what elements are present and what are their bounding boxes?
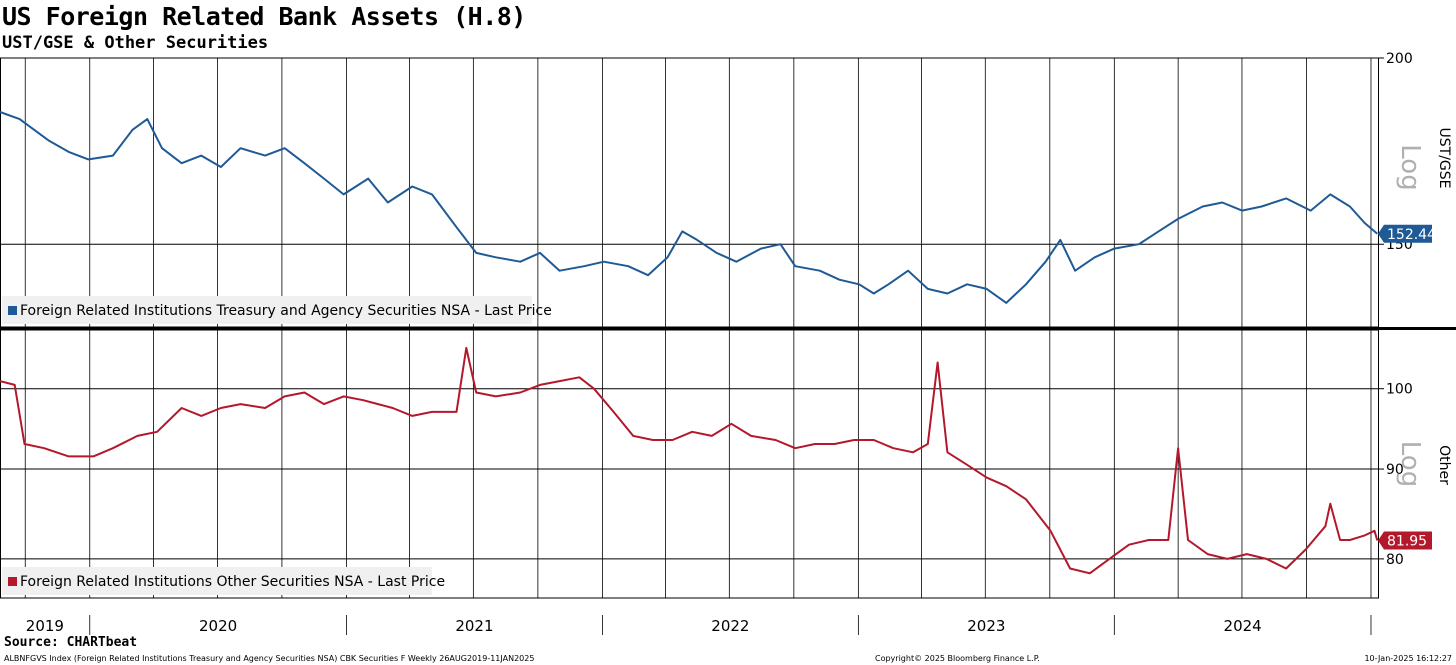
log-scale-label: Log	[1395, 144, 1425, 190]
legend-box	[2, 296, 532, 324]
plot-frame	[0, 329, 1379, 599]
footer-timestamp: 10-Jan-2025 16:12:27	[1364, 654, 1452, 663]
last-value-box	[1378, 224, 1432, 243]
x-tick-label: 2019	[26, 617, 64, 635]
x-tick-label: 2024	[1224, 617, 1262, 635]
chart-subtitle: UST/GSE & Other Securities	[2, 33, 269, 53]
last-value-box	[1378, 531, 1432, 550]
y-tick-label: 200	[1386, 51, 1413, 67]
x-tick-label: 2021	[455, 617, 493, 635]
x-tick-label: 2020	[199, 617, 237, 635]
last-value-badge: 152.44	[1378, 224, 1436, 243]
footer-copyright: Copyright© 2025 Bloomberg Finance L.P.	[875, 654, 1040, 663]
y-tick-label: 80	[1386, 552, 1404, 568]
chart-title: US Foreign Related Bank Assets (H.8)	[2, 2, 526, 31]
legend-box	[2, 567, 432, 595]
legend-label: Foreign Related Institutions Treasury an…	[20, 303, 552, 319]
x-axis: 2019 2020 2021 2022 2023 2024	[0, 597, 1378, 635]
x-tick-label: 2023	[967, 617, 1005, 635]
last-value-text: 81.95	[1387, 534, 1427, 550]
x-tick-label: 2022	[711, 617, 749, 635]
source-label: Source: CHARTbeat	[4, 635, 138, 650]
bottom-panel: 80 90 100 81.95 Other Log Foreign Related Inst…	[0, 327, 1456, 599]
last-value-text: 152.44	[1387, 227, 1436, 243]
legend-label: Foreign Related Institutions Other Secur…	[20, 574, 445, 590]
other-series-line	[0, 346, 1379, 575]
footer-left: ALBNFGVS Index (Foreign Related Institut…	[4, 654, 535, 663]
y-tick-label: 90	[1386, 462, 1404, 478]
legend-swatch	[8, 577, 17, 586]
log-scale-label: Log	[1395, 441, 1425, 487]
legend-swatch	[8, 306, 17, 315]
plot-frame	[0, 57, 1379, 328]
ust-series-line	[0, 111, 1378, 304]
y-axis-title: Other	[1436, 445, 1452, 485]
y-axis-title: UST/GSE	[1436, 128, 1452, 189]
y-tick-label: 100	[1386, 382, 1413, 398]
last-value-badge: 81.95	[1378, 531, 1432, 550]
